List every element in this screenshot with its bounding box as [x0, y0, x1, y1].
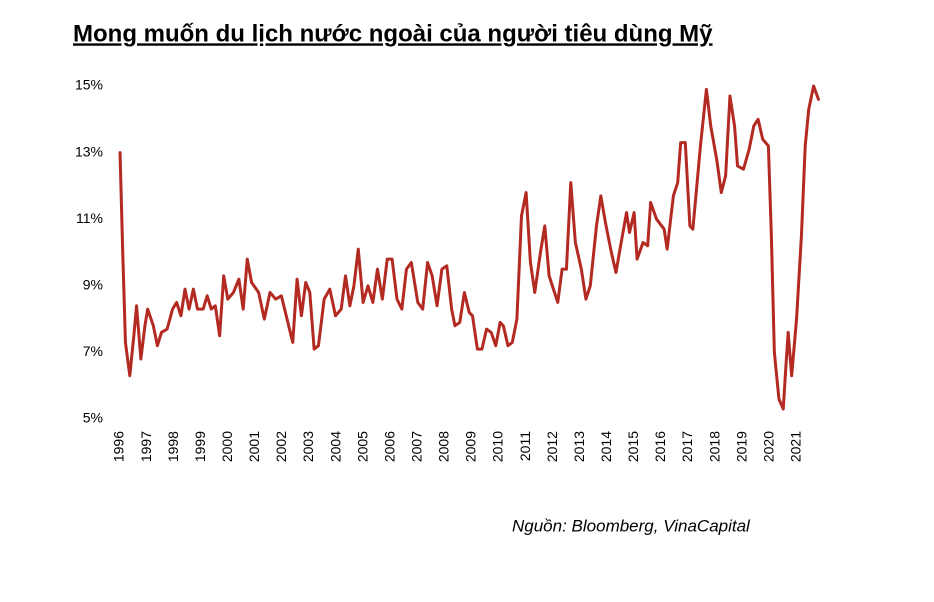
x-tick-label: 2007 — [409, 431, 425, 462]
x-tick-label: 2020 — [760, 431, 776, 462]
x-tick-label: 2016 — [652, 431, 668, 462]
y-tick-label: 15% — [75, 77, 103, 93]
x-tick-label: 2000 — [219, 431, 235, 462]
chart-title: Mong muốn du lịch nước ngoài của người t… — [73, 20, 713, 47]
x-tick-label: 2010 — [490, 431, 506, 462]
y-tick-label: 9% — [83, 277, 103, 293]
x-tick-label: 2014 — [598, 431, 614, 462]
x-tick-label: 2003 — [300, 431, 316, 462]
source-note: Nguồn: Bloomberg, VinaCapital — [512, 516, 751, 535]
x-tick-label: 2008 — [436, 431, 452, 462]
x-tick-label: 1998 — [165, 431, 181, 462]
x-tick-label: 2004 — [327, 431, 343, 462]
x-tick-label: 1996 — [111, 431, 127, 462]
x-tick-label: 1997 — [138, 431, 154, 462]
x-tick-label: 2021 — [788, 431, 804, 462]
data-line — [118, 84, 820, 411]
x-tick-label: 2005 — [354, 431, 370, 462]
x-tick-label: 2002 — [273, 431, 289, 462]
y-tick-label: 5% — [83, 410, 103, 426]
x-tick-label: 2018 — [706, 431, 722, 462]
x-tick-label: 2012 — [544, 431, 560, 462]
x-tick-label: 2019 — [733, 431, 749, 462]
x-tick-label: 2006 — [381, 431, 397, 462]
x-tick-label: 2013 — [571, 431, 587, 462]
x-tick-label: 2009 — [463, 431, 479, 462]
y-tick-label: 13% — [75, 143, 103, 159]
x-tick-label: 1999 — [192, 431, 208, 462]
x-tick-label: 2001 — [246, 431, 262, 462]
x-tick-label: 2017 — [679, 431, 695, 462]
x-tick-label: 2015 — [625, 431, 641, 462]
y-tick-label: 7% — [83, 343, 103, 359]
x-tick-label: 2011 — [517, 431, 533, 461]
y-tick-label: 11% — [76, 210, 103, 226]
